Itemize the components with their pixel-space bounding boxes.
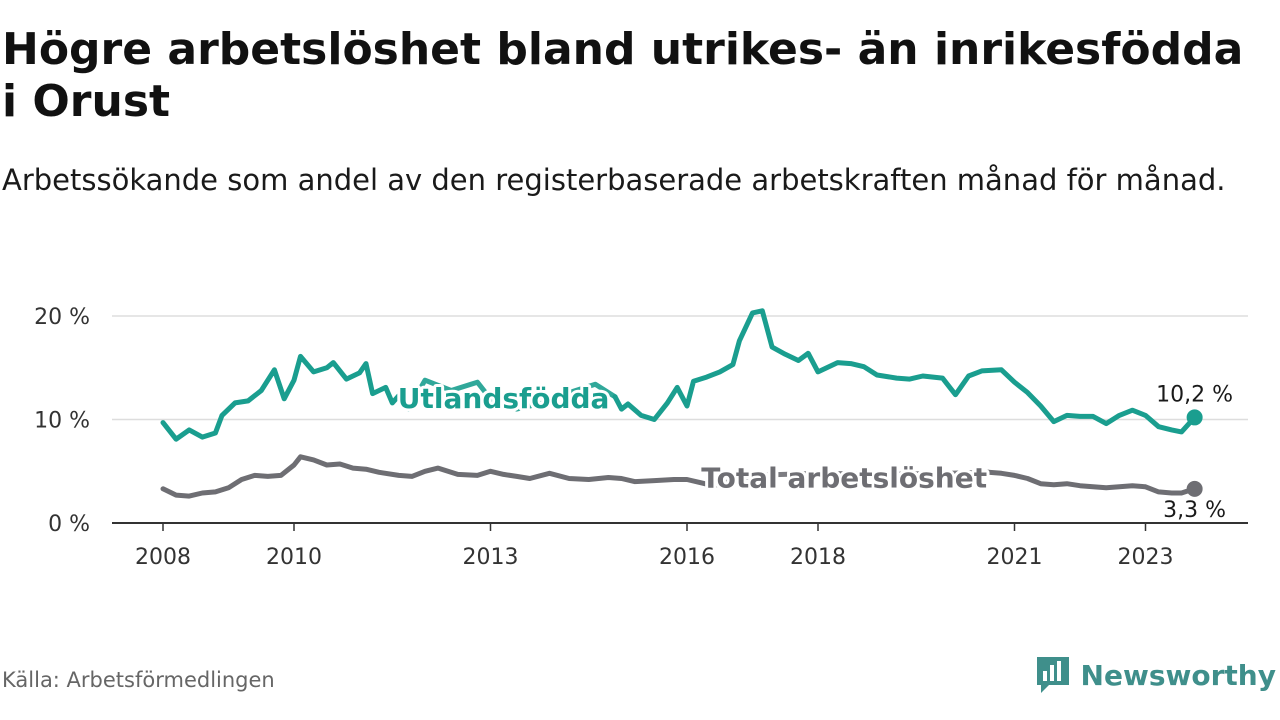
x-tick-label: 2013 bbox=[463, 545, 519, 570]
series-line-utlandsf-dda-hidden bbox=[406, 377, 618, 412]
series-end-point bbox=[1186, 480, 1203, 497]
y-tick-label: 20 % bbox=[34, 305, 90, 330]
end-value-label: 3,3 % bbox=[1163, 498, 1226, 523]
x-tick-label: 2021 bbox=[987, 545, 1043, 570]
series-line-total-arbetsl-shet bbox=[160, 454, 716, 499]
source-note: Källa: Arbetsförmedlingen bbox=[2, 668, 275, 692]
gridlines bbox=[112, 315, 1248, 421]
brand-name: Newsworthy bbox=[1080, 658, 1276, 692]
x-tick-label: 2008 bbox=[135, 545, 191, 570]
series-end-point bbox=[1186, 409, 1203, 426]
series-labels: Utlandsfödda Total arbetslöshet 10,2 % 3,3 … bbox=[395, 379, 1236, 526]
series-line-total-arbetsl-shet-hidden bbox=[710, 469, 991, 489]
x-tick-label: 2010 bbox=[266, 545, 322, 570]
series-line-utlandsf-dda bbox=[160, 353, 412, 442]
series-label: Utlandsfödda bbox=[398, 382, 610, 415]
series-line-utlandsf-dda-b bbox=[612, 308, 1198, 435]
line-chart: 0 %10 %20 %2008 2010 2013 2016 2018 2021 2023 … bbox=[34, 305, 1248, 570]
series-label: Total arbetslöshet bbox=[701, 461, 987, 494]
end-value-label: 10,2 % bbox=[1156, 382, 1233, 407]
x-tick-label: 2018 bbox=[790, 545, 846, 570]
chart-title: Högre arbetslöshet bland utrikes- än inr… bbox=[2, 24, 1244, 127]
series-line-total-arbetsl-shet-b bbox=[985, 469, 1198, 496]
newsworthy-logo-icon bbox=[1036, 657, 1069, 693]
axes: 0 % 10 % 20 % 2008 2010 2013 2016 2018 2021 2023 bbox=[34, 305, 1248, 570]
series-lines bbox=[160, 308, 1203, 499]
y-tick-label: 10 % bbox=[34, 409, 90, 434]
chart-subtitle: Arbetssökande som andel av den registerb… bbox=[2, 163, 1226, 197]
y-tick-label: 0 % bbox=[48, 512, 90, 537]
x-tick-label: 2023 bbox=[1118, 545, 1174, 570]
brand-logo: Newsworthy bbox=[1035, 653, 1276, 697]
x-tick-label: 2016 bbox=[659, 545, 715, 570]
